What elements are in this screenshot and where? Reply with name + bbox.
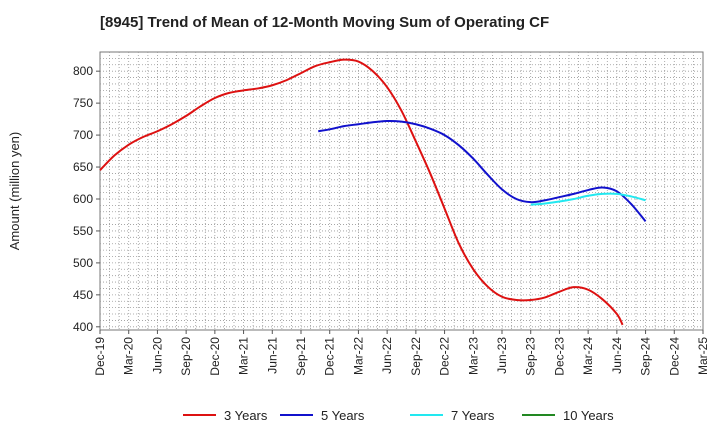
x-tick-label: Dec-20 (208, 337, 222, 376)
x-tick-label: Sep-23 (524, 337, 538, 376)
x-tick-label: Sep-21 (294, 337, 308, 376)
x-tick-label: Sep-24 (639, 337, 653, 376)
x-tick-label: Dec-24 (667, 337, 681, 376)
series-line-5-years (318, 119, 647, 222)
y-axis-ticks: 400 450 500 550 600 650 700 750 800 (73, 64, 100, 334)
legend-label-7-years: 7 Years (451, 408, 495, 423)
x-tick-label: Jun-24 (610, 337, 624, 374)
series-line-7-years (530, 192, 646, 206)
chart-title: [8945] Trend of Mean of 12-Month Moving … (100, 14, 549, 31)
y-tick-label: 600 (73, 192, 93, 206)
legend-label-5-years: 5 Years (321, 408, 365, 423)
legend-label-10-years: 10 Years (563, 408, 614, 423)
y-tick-label: 450 (73, 288, 93, 302)
x-tick-label: Mar-22 (351, 337, 365, 375)
x-axis-ticks: Dec-19 Mar-20 Jun-20 Sep-20 Dec-20 Mar-21 Jun-… (93, 330, 710, 376)
y-tick-label: 500 (73, 256, 93, 270)
x-tick-label: Mar-23 (466, 337, 480, 375)
x-tick-label: Mar-24 (581, 337, 595, 375)
x-tick-label: Jun-22 (380, 337, 394, 374)
plot-area (99, 51, 704, 331)
x-tick-label: Mar-20 (122, 337, 136, 375)
y-tick-label: 700 (73, 128, 93, 142)
y-tick-label: 750 (73, 96, 93, 110)
x-tick-label: Jun-23 (495, 337, 509, 374)
x-tick-label: Dec-22 (438, 337, 452, 376)
x-tick-label: Dec-19 (93, 337, 107, 376)
y-tick-label: 400 (73, 320, 93, 334)
legend-label-3-years: 3 Years (224, 408, 268, 423)
series-line-3-years (99, 58, 624, 326)
x-tick-label: Mar-21 (237, 337, 251, 375)
y-tick-label: 650 (73, 160, 93, 174)
y-tick-label: 800 (73, 64, 93, 78)
x-tick-label: Sep-20 (179, 337, 193, 376)
legend: 3 Years 5 Years 7 Years 10 Years (183, 408, 614, 423)
y-axis-label: Amount (million yen) (7, 132, 22, 251)
x-tick-label: Jun-20 (150, 337, 164, 374)
x-tick-label: Sep-22 (409, 337, 423, 376)
x-tick-label: Mar-25 (696, 337, 710, 375)
y-tick-label: 550 (73, 224, 93, 238)
series-lines (99, 58, 647, 326)
x-tick-label: Dec-21 (323, 337, 337, 376)
x-tick-label: Dec-23 (552, 337, 566, 376)
x-tick-label: Jun-21 (265, 337, 279, 374)
